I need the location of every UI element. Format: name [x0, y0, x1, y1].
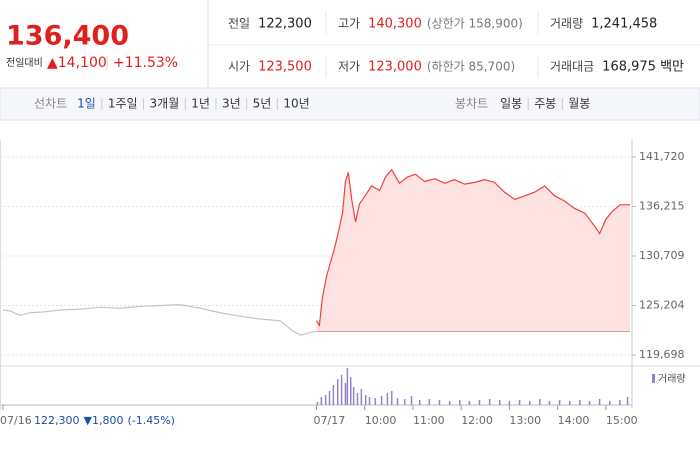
legend-swatch	[652, 374, 655, 383]
price-line	[315, 168, 630, 328]
volume-bar	[386, 393, 389, 405]
summary-label: 거래대금	[550, 60, 594, 74]
volume-bar	[588, 401, 591, 405]
volume-bar	[352, 387, 355, 405]
volume-bar	[364, 394, 367, 405]
volume-bar	[324, 394, 327, 405]
volume-bar	[539, 398, 541, 405]
volume-bar	[320, 397, 323, 405]
tab[interactable]: 10년	[283, 97, 309, 111]
volume-bar	[349, 377, 352, 405]
volume-bar	[518, 399, 521, 405]
volume-bar	[528, 401, 531, 405]
change-rate: +11.53%	[113, 55, 178, 71]
volume-bar	[568, 401, 571, 405]
volume-bar	[468, 401, 471, 405]
prev-info: 122,300	[34, 414, 80, 427]
volume-bar	[380, 396, 383, 405]
x-tick-label: 13:00	[509, 414, 541, 427]
volume-bar	[360, 388, 363, 405]
x-tick-label: 12:00	[461, 414, 493, 427]
volume-bar	[488, 398, 491, 405]
x-tick-label: 15:00	[606, 414, 638, 427]
volume-bar	[418, 399, 421, 405]
x-tick-label: 10:00	[365, 414, 397, 427]
tab-title: 선차트	[34, 97, 67, 111]
volume-bar	[598, 398, 601, 405]
tab[interactable]: 3개월	[150, 97, 180, 111]
volume-bar	[438, 399, 441, 405]
summary-value: 123,500	[258, 60, 312, 75]
tab[interactable]: 일봉	[500, 97, 522, 111]
tab[interactable]: 1주일	[108, 97, 138, 111]
tab[interactable]: 5년	[253, 97, 272, 111]
volume-bar	[579, 399, 581, 405]
prev-info: (-1.45%)	[127, 414, 175, 427]
volume-bar	[458, 399, 461, 405]
volume-bar	[316, 402, 319, 405]
summary-note: (상한가 158,900)	[427, 17, 523, 31]
volume-bar	[346, 368, 349, 405]
summary-value: 1,241,458	[591, 17, 657, 32]
summary-note: (하한가 85,700)	[427, 60, 515, 74]
tab[interactable]: 1일	[77, 97, 96, 111]
tab[interactable]: 월봉	[568, 97, 590, 111]
volume-bar	[548, 401, 551, 405]
tab[interactable]: 3년	[222, 97, 241, 111]
volume-bar	[608, 401, 611, 405]
summary-value: 168,975 백만	[602, 60, 684, 75]
prev-info: ▼1,800	[84, 414, 124, 427]
volume-bar	[448, 401, 451, 405]
volume-bar	[410, 396, 413, 405]
x-tick-label: 11:00	[413, 414, 445, 427]
volume-bar	[478, 399, 481, 405]
change-label: 전일대비	[6, 57, 43, 69]
volume-bar	[368, 397, 371, 405]
volume-bar	[619, 399, 621, 405]
summary-label: 거래량	[550, 17, 583, 31]
volume-bar	[356, 393, 359, 405]
volume-bar	[332, 384, 335, 405]
x-tick-label: 14:00	[558, 414, 590, 427]
tab-title: 봉차트	[455, 97, 488, 111]
tab[interactable]: 주봉	[534, 97, 556, 111]
summary-label: 저가	[338, 60, 360, 74]
summary-value: 140,300	[368, 17, 422, 32]
volume-bar	[328, 391, 331, 405]
y-tick-label: 130,709	[639, 249, 685, 262]
summary-value: 123,000	[368, 60, 422, 75]
volume-bar	[374, 398, 377, 405]
volume-bar	[428, 398, 431, 405]
date-label: 07/17	[314, 414, 346, 427]
summary-label: 시가	[228, 60, 250, 74]
summary-label: 고가	[338, 17, 360, 31]
volume-bar	[508, 401, 511, 405]
area	[316, 169, 630, 332]
volume-bar	[344, 383, 347, 405]
y-tick-label: 141,720	[639, 150, 685, 163]
date-label: 07/16	[0, 414, 32, 427]
volume-bar	[340, 374, 343, 405]
price: 136,400	[6, 21, 129, 52]
volume-bar	[336, 379, 339, 405]
volume-bar	[558, 399, 561, 405]
y-tick-label: 125,204	[639, 298, 685, 311]
volume-bar	[499, 399, 501, 405]
volume-bar	[404, 398, 406, 405]
legend-label: 거래량	[658, 373, 686, 385]
volume-bar	[390, 391, 393, 405]
volume-bar	[626, 397, 629, 405]
y-tick-label: 119,698	[639, 348, 685, 361]
summary-label: 전일	[228, 17, 250, 31]
volume-bar	[396, 398, 399, 405]
price-line	[2, 304, 317, 336]
tab[interactable]: 1년	[191, 97, 210, 111]
y-tick-label: 136,215	[639, 199, 685, 212]
summary-value: 122,300	[258, 17, 312, 32]
tab-bar	[0, 87, 700, 121]
change: ▲14,100	[47, 55, 107, 71]
